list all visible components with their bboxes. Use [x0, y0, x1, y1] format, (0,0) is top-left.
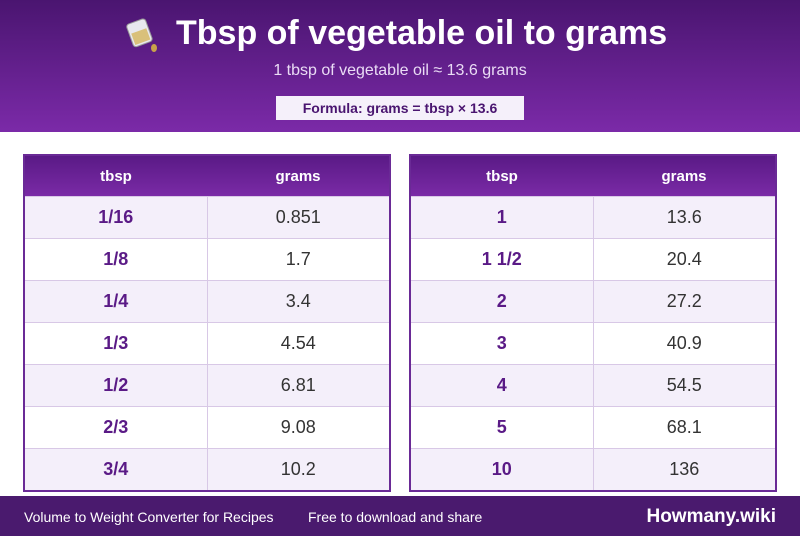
- cell: 13.6: [593, 196, 776, 239]
- formula: Formula: grams = tbsp × 13.6: [276, 96, 524, 120]
- column-header: grams: [593, 155, 776, 197]
- cell: 54.5: [593, 364, 776, 407]
- cell: 3.4: [207, 280, 390, 323]
- cell: 68.1: [593, 406, 776, 449]
- row: 2 27.2: [410, 280, 776, 323]
- cell: 1.7: [207, 238, 390, 281]
- row: 2/3 9.08: [24, 406, 390, 449]
- cell: 1 1/2: [410, 238, 594, 281]
- cell: 0.851: [207, 196, 390, 239]
- cell: 4.54: [207, 322, 390, 365]
- title: Tbsp of vegetable oil to grams: [176, 14, 668, 52]
- row: 1/16 0.851: [24, 196, 390, 239]
- column-header: grams: [207, 155, 390, 197]
- footer-middle: Free to download and share: [308, 509, 483, 525]
- row: 1/8 1.7: [24, 238, 390, 281]
- cell: 6.81: [207, 364, 390, 407]
- row: 3 40.9: [410, 322, 776, 365]
- footer: Volume to Weight Converter for Recipes F…: [0, 496, 800, 536]
- column-header: tbsp: [410, 155, 593, 197]
- row: 1/2 6.81: [24, 364, 390, 407]
- cell: 5: [410, 406, 594, 449]
- cell: 20.4: [593, 238, 776, 281]
- cell: 1/3: [24, 322, 208, 365]
- cell: 10: [410, 448, 594, 491]
- cell: 40.9: [593, 322, 776, 365]
- cell: 4: [410, 364, 594, 407]
- row: 1 13.6: [410, 196, 776, 239]
- header-row: tbsp grams: [410, 155, 776, 197]
- table: tbsp grams 1/16 0.851 1/8 1.7 1/4 3.4 1/3 4.54 1/2…: [23, 154, 391, 492]
- header-row: tbsp grams: [24, 155, 390, 197]
- cell: 1/2: [24, 364, 208, 407]
- cell: 1: [410, 196, 594, 239]
- cell: 1/8: [24, 238, 208, 281]
- column-header: tbsp: [24, 155, 207, 197]
- cell: 136: [593, 448, 776, 491]
- row: 1/4 3.4: [24, 280, 390, 323]
- cell: 3/4: [24, 448, 208, 491]
- row: 5 68.1: [410, 406, 776, 449]
- row: 10 136: [410, 448, 776, 491]
- cell: 10.2: [207, 448, 390, 491]
- cell: 1/16: [24, 196, 208, 239]
- table: tbsp grams 1 13.6 1 1/2 20.4 2 27.2 3 40.9 4 54.5 5 6…: [409, 154, 777, 492]
- subtitle: 1 tbsp of vegetable oil ≈ 13.6 grams: [273, 62, 527, 79]
- brand: Howmany.wiki: [646, 506, 776, 527]
- row: 4 54.5: [410, 364, 776, 407]
- row: 1/3 4.54: [24, 322, 390, 365]
- footer-left: Volume to Weight Converter for Recipes: [24, 509, 274, 525]
- header: Tbsp of vegetable oil to grams 1 tbsp of…: [0, 0, 800, 132]
- cell: 27.2: [593, 280, 776, 323]
- cell: 3: [410, 322, 594, 365]
- cell: 1/4: [24, 280, 208, 323]
- cell: 9.08: [207, 406, 390, 449]
- cell: 2/3: [24, 406, 208, 449]
- icon: [126, 18, 157, 52]
- row: 3/4 10.2: [24, 448, 390, 491]
- row: 1 1/2 20.4: [410, 238, 776, 281]
- cell: 2: [410, 280, 594, 323]
